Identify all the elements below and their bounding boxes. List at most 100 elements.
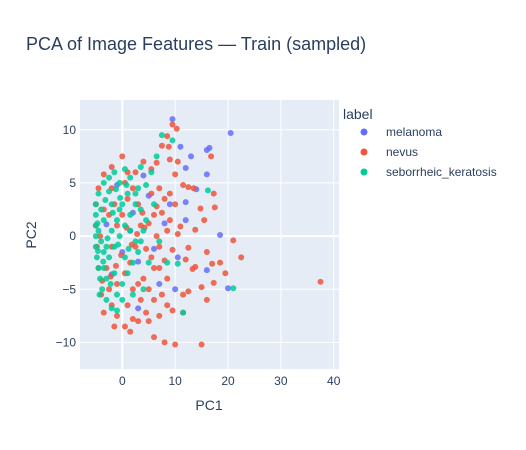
- point-melanoma: [217, 232, 224, 239]
- point-nevus: [151, 211, 157, 218]
- point-nevus: [100, 309, 107, 316]
- point-seborrheic-keratosis: [121, 222, 128, 229]
- point-seborrheic-keratosis: [109, 209, 116, 216]
- point-nevus: [119, 211, 126, 218]
- point-nevus: [135, 318, 142, 325]
- point-nevus: [222, 270, 229, 277]
- point-seborrheic-keratosis: [140, 286, 147, 293]
- point-nevus: [145, 318, 152, 325]
- point-seborrheic-keratosis: [95, 227, 102, 234]
- point-seborrheic-keratosis: [114, 217, 120, 224]
- point-seborrheic-keratosis: [129, 291, 136, 298]
- point-seborrheic-keratosis: [230, 285, 237, 292]
- point-melanoma: [182, 199, 189, 206]
- point-seborrheic-keratosis: [119, 201, 126, 208]
- point-nevus: [166, 190, 173, 197]
- legend-marker-melanoma: [360, 128, 368, 136]
- legend-item-nevus[interactable]: nevus: [360, 145, 419, 159]
- point-nevus: [156, 264, 163, 271]
- legend-label-seborrheic-keratosis: seborrheic_keratosis: [386, 165, 497, 179]
- point-nevus: [114, 280, 120, 287]
- point-melanoma: [169, 116, 176, 123]
- x-tick-label: 40: [327, 374, 341, 388]
- point-seborrheic-keratosis: [180, 309, 187, 316]
- point-nevus: [129, 185, 136, 192]
- point-nevus: [114, 312, 120, 319]
- point-seborrheic-keratosis: [96, 291, 103, 298]
- point-nevus: [112, 262, 119, 269]
- point-nevus: [192, 226, 199, 233]
- point-seborrheic-keratosis: [148, 169, 155, 176]
- point-nevus: [164, 133, 171, 140]
- point-seborrheic-keratosis: [127, 227, 134, 234]
- point-seborrheic-keratosis: [127, 174, 134, 181]
- point-nevus: [151, 264, 157, 271]
- point-seborrheic-keratosis: [116, 179, 123, 186]
- point-nevus: [121, 323, 128, 330]
- point-melanoma: [182, 217, 189, 224]
- point-nevus: [143, 245, 150, 252]
- x-tick-label: 20: [221, 374, 235, 388]
- point-seborrheic-keratosis: [145, 259, 152, 266]
- point-seborrheic-keratosis: [125, 245, 132, 252]
- point-nevus: [190, 185, 197, 192]
- point-nevus: [169, 246, 176, 253]
- point-nevus: [217, 259, 224, 266]
- point-melanoma: [151, 245, 157, 252]
- point-seborrheic-keratosis: [116, 233, 123, 240]
- point-nevus: [172, 341, 179, 348]
- point-nevus: [153, 159, 160, 166]
- point-nevus: [164, 302, 171, 309]
- y-axis-ticks: −10 −5 0 5 10: [56, 123, 77, 350]
- point-nevus: [169, 307, 176, 314]
- point-melanoma: [140, 172, 147, 179]
- point-nevus: [114, 222, 120, 229]
- point-nevus: [210, 279, 217, 286]
- point-seborrheic-keratosis: [116, 206, 123, 213]
- point-nevus: [119, 153, 126, 160]
- point-nevus: [124, 195, 131, 202]
- point-nevus: [166, 217, 173, 224]
- point-nevus: [158, 142, 165, 149]
- point-seborrheic-keratosis: [112, 186, 119, 193]
- point-nevus: [180, 182, 187, 189]
- point-nevus: [174, 230, 181, 237]
- x-tick-label: 0: [119, 374, 126, 388]
- point-melanoma: [182, 165, 189, 172]
- point-seborrheic-keratosis: [114, 291, 120, 298]
- point-seborrheic-keratosis: [121, 166, 128, 173]
- point-nevus: [153, 233, 160, 240]
- point-nevus: [95, 185, 102, 192]
- point-nevus: [151, 296, 157, 303]
- legend-marker-seborrheic-keratosis: [360, 168, 368, 176]
- point-melanoma: [166, 201, 173, 208]
- legend-item-melanoma[interactable]: melanoma: [360, 125, 443, 139]
- point-seborrheic-keratosis: [127, 211, 134, 218]
- point-nevus: [164, 275, 171, 282]
- point-seborrheic-keratosis: [100, 217, 107, 224]
- point-seborrheic-keratosis: [106, 188, 113, 195]
- point-seborrheic-keratosis: [174, 260, 181, 267]
- point-seborrheic-keratosis: [143, 217, 150, 224]
- point-seborrheic-keratosis: [95, 190, 102, 197]
- point-seborrheic-keratosis: [100, 264, 107, 271]
- point-nevus: [182, 256, 189, 263]
- point-nevus: [143, 309, 150, 316]
- point-nevus: [230, 237, 237, 244]
- legend-item-seborrheic-keratosis[interactable]: seborrheic_keratosis: [360, 165, 497, 179]
- point-seborrheic-keratosis: [106, 174, 113, 181]
- point-seborrheic-keratosis: [111, 270, 118, 277]
- point-seborrheic-keratosis: [143, 182, 150, 189]
- point-seborrheic-keratosis: [103, 243, 110, 250]
- point-seborrheic-keratosis: [140, 227, 147, 234]
- point-seborrheic-keratosis: [137, 163, 144, 170]
- point-seborrheic-keratosis: [135, 249, 142, 256]
- point-melanoma: [188, 153, 194, 160]
- point-seborrheic-keratosis: [124, 270, 131, 277]
- point-nevus: [198, 341, 205, 348]
- point-nevus: [185, 288, 192, 295]
- data-points: [92, 116, 324, 348]
- point-melanoma: [135, 305, 142, 312]
- point-nevus: [137, 296, 144, 303]
- y-tick-label: −5: [62, 282, 76, 296]
